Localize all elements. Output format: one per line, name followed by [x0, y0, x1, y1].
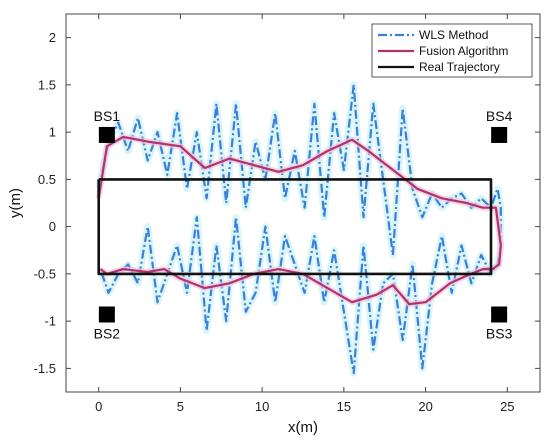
- x-tick-label: 15: [337, 399, 351, 414]
- base-station-marker: [491, 306, 508, 323]
- y-tick-label: 2: [49, 30, 56, 45]
- y-tick-label: -1.5: [34, 361, 56, 376]
- y-tick-label: 0.5: [38, 172, 56, 187]
- base-station-label: BS2: [94, 326, 121, 342]
- legend-label-wls: WLS Method: [419, 28, 488, 42]
- base-station-label: BS1: [94, 108, 121, 124]
- x-tick-label: 5: [177, 399, 184, 414]
- y-tick-label: -0.5: [34, 266, 56, 281]
- legend-label-real: Real Trajectory: [419, 60, 500, 74]
- y-tick-label: 0: [49, 219, 56, 234]
- x-tick-label: 20: [418, 399, 432, 414]
- y-tick-label: 1.5: [38, 77, 56, 92]
- legend-label-fusion: Fusion Algorithm: [419, 44, 508, 58]
- x-tick-label: 0: [95, 399, 102, 414]
- y-tick-label: -1: [44, 314, 56, 329]
- x-axis-label: x(m): [288, 419, 318, 436]
- y-axis-label: y(m): [7, 188, 24, 218]
- x-tick-label: 10: [255, 399, 269, 414]
- base-station-marker: [98, 126, 115, 143]
- y-tick-label: 1: [49, 125, 56, 140]
- x-tick-label: 25: [500, 399, 514, 414]
- base-station-label: BS3: [486, 326, 513, 342]
- series-fusion-algorithm: [97, 135, 502, 306]
- series-real-trajectory: [97, 178, 493, 276]
- legend: WLS Method Fusion Algorithm Real Traject…: [371, 23, 533, 78]
- base-station-marker: [98, 306, 115, 323]
- base-station-marker: [491, 126, 508, 143]
- base-station-label: BS4: [486, 108, 513, 124]
